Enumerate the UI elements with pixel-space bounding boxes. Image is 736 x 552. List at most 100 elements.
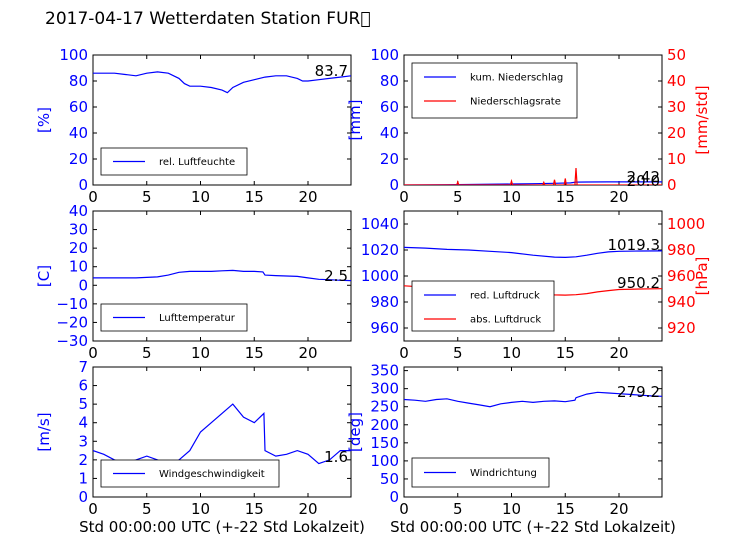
x-tick-label: 0: [88, 188, 98, 206]
x-ticks: 0 5 10 15 20: [399, 211, 629, 362]
value-annotation: 2.42: [627, 168, 660, 186]
y2-tick-label: 960: [667, 267, 696, 285]
y-tick-label: 4: [78, 414, 88, 432]
legend-label: Windrichtung: [470, 468, 537, 479]
y-axis-label: [C]: [35, 265, 53, 287]
y-tick-label: 150: [370, 434, 399, 452]
legend: Lufttemperatur: [100, 303, 248, 332]
y-tick-label: 350: [370, 362, 399, 380]
series-line-1: [93, 403, 351, 469]
figure-title: 2017-04-17 Wetterdaten Station FUR : [45, 9, 371, 29]
y-tick-label: −10: [56, 295, 88, 313]
y-tick-label: 100: [370, 452, 399, 470]
x-tick-label: 20: [298, 344, 317, 362]
y-axis-label: [m/s]: [35, 412, 53, 451]
x-tick-label: 0: [399, 344, 409, 362]
panel-pressure: 0 5 10 15 20 960 980 1000 1020 1040 920 940 960 980 10…: [361, 210, 711, 362]
y-tick-label: 0: [389, 176, 399, 194]
value-annotation: 20.0: [627, 172, 660, 190]
y-ticks: 960 980 1000 1020 1040: [361, 215, 408, 337]
y-tick-label: 10: [69, 258, 88, 276]
legend-label: Lufttemperatur: [159, 313, 236, 324]
x-tick-label: 20: [298, 188, 317, 206]
y-tick-label: 1020: [361, 241, 399, 259]
x-axis-label-left: Std 00:00:00 UTC (+-22 Std Lokalzeit): [79, 518, 365, 536]
y-tick-label: 50: [380, 470, 399, 488]
legend-label: rel. Luftfeuchte: [159, 157, 235, 168]
y2-axis-label: [hPa]: [693, 257, 711, 296]
plot-frame: [92, 210, 352, 342]
y2-tick-label: 0: [667, 176, 677, 194]
y-tick-label: 0: [78, 276, 88, 294]
x-tick-label: 10: [191, 344, 210, 362]
y-axis-label: [deg]: [346, 412, 364, 452]
y-tick-label: 960: [370, 319, 399, 337]
x-tick-label: 20: [609, 188, 628, 206]
legend-label: abs. Luftdruck: [470, 315, 541, 326]
legend-label: kum. Niederschlag: [470, 73, 563, 84]
series-line-1: [404, 391, 662, 408]
panel-wind-direction: 0 5 10 15 20050100150200250300350[deg]Windri…: [346, 362, 663, 518]
x-tick-label: 10: [191, 500, 210, 518]
legend-label: Windgeschwindigkeit: [159, 469, 265, 480]
x-tick-label: 15: [245, 500, 264, 518]
y2-axis-label: [mm/std]: [693, 85, 711, 154]
y-ticks: 0 20 40 60 80 100: [370, 46, 408, 194]
x-tick-label: 10: [502, 344, 521, 362]
plot-frame: [92, 366, 352, 498]
legend-box: [411, 280, 555, 332]
x-tick-label: 20: [609, 344, 628, 362]
y-tick-label: 0: [78, 488, 88, 506]
y-tick-label: 80: [69, 72, 88, 90]
series-line-1: [93, 71, 351, 94]
value-annotation: 1.6: [324, 448, 348, 466]
x-tick-label: 15: [245, 344, 264, 362]
y-tick-label: −20: [56, 313, 88, 331]
x-tick-label: 10: [502, 188, 521, 206]
y-tick-label: 1: [78, 469, 88, 487]
x-tick-label: 15: [556, 188, 575, 206]
legend: Windgeschwindigkeit: [100, 459, 280, 488]
y-tick-label: 0: [78, 176, 88, 194]
y-tick-label: 250: [370, 398, 399, 416]
value-annotation: 950.2: [617, 274, 660, 292]
y-tick-label: 40: [69, 202, 88, 220]
y-tick-label: 6: [78, 377, 88, 395]
series-line-1: [93, 269, 351, 282]
legend-label: Niederschlagsrate: [470, 97, 561, 108]
x-axis-label-right: Std 00:00:00 UTC (+-22 Std Lokalzeit): [390, 518, 676, 536]
x-tick-label: 15: [245, 188, 264, 206]
y-tick-label: 300: [370, 380, 399, 398]
x-tick-label: 10: [502, 500, 521, 518]
series-group: [404, 391, 662, 408]
x-tick-label: 0: [88, 344, 98, 362]
panel-humidity: 0 5 10 15 20 0 20 40 60 80 100 [%] rel. Luftfeuchte 8…: [35, 46, 352, 206]
legend-label: red. Luftdruck: [470, 291, 540, 302]
y-tick-label: 60: [380, 98, 399, 116]
series-group: [93, 403, 351, 469]
y-tick-label: 980: [370, 293, 399, 311]
y2-tick-label: 980: [667, 241, 696, 259]
legend: Windrichtung: [411, 457, 550, 488]
legend: kum. Niederschlag Niederschlagsrate: [411, 62, 578, 119]
x-tick-label: 20: [298, 500, 317, 518]
x-tick-label: 10: [191, 188, 210, 206]
x-tick-label: 5: [142, 500, 152, 518]
y-tick-label: 3: [78, 432, 88, 450]
y2-ticks: 920 940 960 980 1000: [658, 215, 705, 337]
series-group: [93, 71, 351, 94]
panel-precipitation: 0 5 10 15 20 0 20 40 60 80 100 [mm] 0 10 20 30 40 50 [mm/s…: [346, 46, 711, 206]
plot-frame: [403, 366, 663, 498]
y2-tick-label: 920: [667, 319, 696, 337]
x-tick-label: 5: [453, 500, 463, 518]
x-tick-label: 5: [142, 344, 152, 362]
x-tick-label: 0: [88, 500, 98, 518]
value-annotation: 83.7: [315, 62, 348, 80]
x-tick-label: 5: [453, 344, 463, 362]
y-tick-label: 20: [380, 150, 399, 168]
x-ticks: 0 5 10 15 20: [399, 55, 629, 206]
y-tick-label: 7: [78, 358, 88, 376]
